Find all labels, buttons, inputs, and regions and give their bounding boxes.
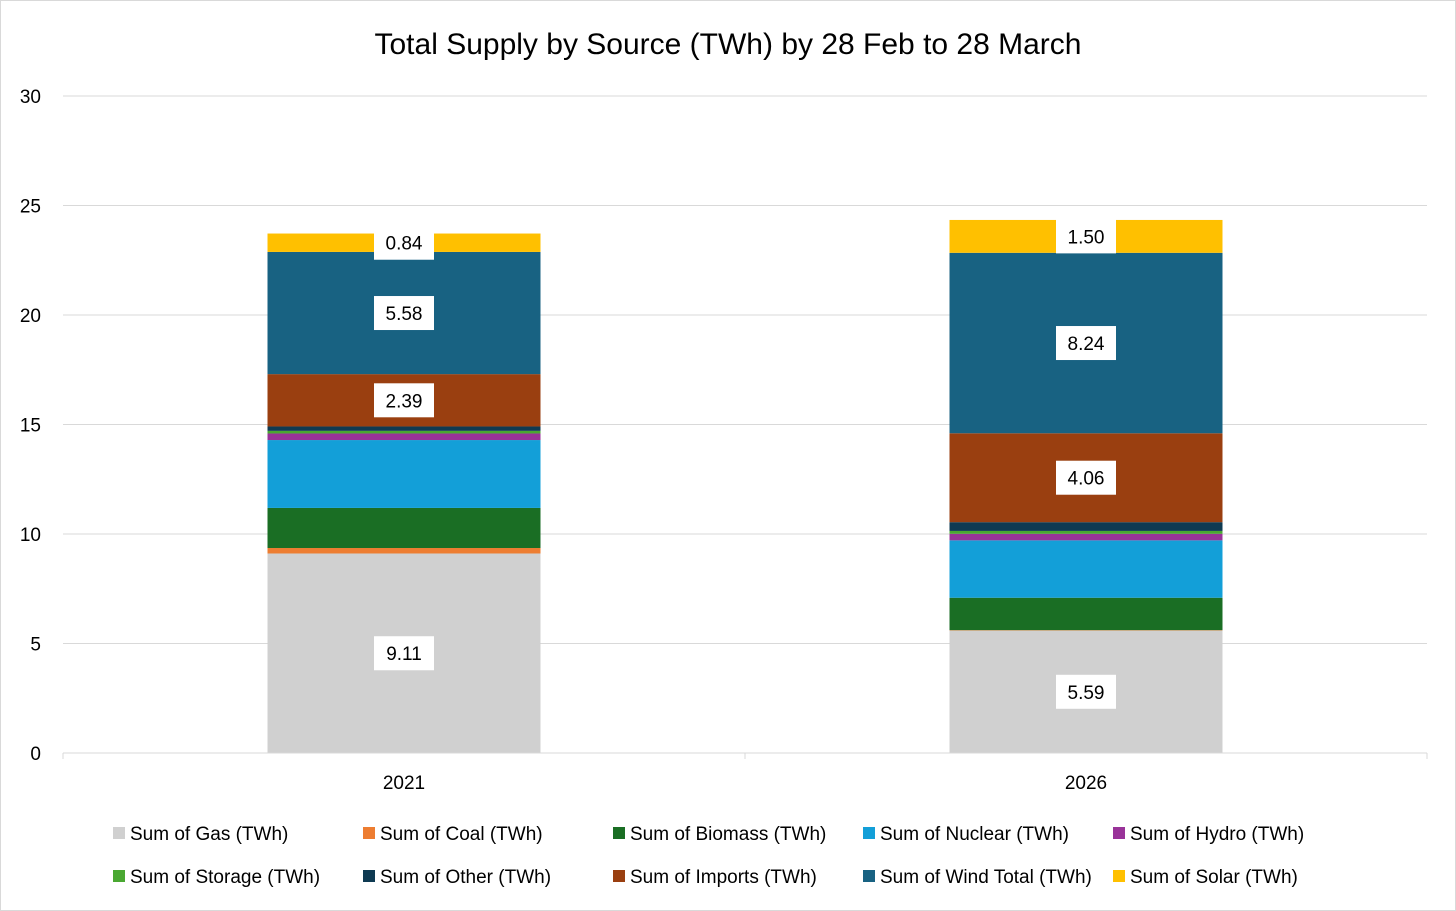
data-label-box	[374, 225, 434, 260]
data-label: 5.59	[1068, 683, 1105, 704]
data-label-box	[374, 383, 434, 418]
x-tick-label: 2021	[383, 773, 425, 794]
x-tick-label: 2026	[1065, 773, 1107, 794]
y-axis: 0 5 10 15 20 25 30	[20, 87, 41, 765]
data-label-box	[1056, 674, 1116, 709]
data-label-box	[1056, 219, 1116, 254]
bar-segment	[267, 548, 541, 554]
legend-entry[interactable]: Sum of Solar (TWh)	[1130, 867, 1298, 888]
y-tick-label: 30	[20, 87, 41, 108]
legend-swatch	[113, 827, 125, 839]
y-tick-label: 0	[30, 744, 41, 765]
legend-entry[interactable]: Sum of Wind Total (TWh)	[880, 867, 1092, 888]
legend-swatch	[863, 827, 875, 839]
data-label: 2.39	[386, 391, 423, 412]
bar-segment	[267, 440, 541, 508]
data-label-box	[1056, 460, 1116, 495]
data-label: 0.84	[386, 234, 423, 255]
bar-segment	[267, 426, 541, 431]
data-label-box	[374, 296, 434, 331]
data-label: 4.06	[1068, 469, 1105, 490]
bar-segment	[267, 430, 541, 434]
data-label: 1.50	[1068, 227, 1105, 248]
legend-entry[interactable]: Sum of Imports (TWh)	[630, 867, 817, 888]
y-tick-label: 25	[20, 197, 41, 218]
bar-segment	[949, 597, 1223, 631]
legend[interactable]: Sum of Gas (TWh) Sum of Coal (TWh) Sum of …	[113, 824, 1304, 888]
legend-swatch	[863, 870, 875, 882]
data-label: 5.58	[386, 304, 423, 325]
chart-title: Total Supply by Source (TWh) by 28 Feb t…	[375, 28, 1082, 61]
legend-swatch	[363, 870, 375, 882]
legend-swatch	[613, 870, 625, 882]
legend-swatch	[363, 827, 375, 839]
legend-swatch	[113, 870, 125, 882]
data-label: 9.11	[386, 644, 422, 665]
bar-segment	[267, 433, 541, 441]
bar-segment	[949, 533, 1223, 541]
data-labels: 9.11 2.39 5.58 0.84 5.59 4.06 8.24 1.50	[374, 219, 1116, 709]
legend-swatch	[1113, 827, 1125, 839]
bar-segment	[949, 540, 1223, 598]
legend-swatch	[1113, 870, 1125, 882]
y-tick-label: 20	[20, 306, 41, 327]
legend-entry[interactable]: Sum of Nuclear (TWh)	[880, 824, 1069, 845]
bar-segment	[949, 522, 1223, 531]
legend-swatch	[613, 827, 625, 839]
legend-entry[interactable]: Sum of Coal (TWh)	[380, 824, 543, 845]
y-tick-label: 5	[30, 635, 41, 656]
bar-segment	[267, 507, 541, 549]
legend-entry[interactable]: Sum of Gas (TWh)	[130, 824, 288, 845]
y-tick-label: 15	[20, 416, 41, 437]
legend-entry[interactable]: Sum of Other (TWh)	[380, 867, 551, 888]
data-label: 8.24	[1068, 334, 1105, 355]
bar-segment	[949, 530, 1223, 534]
legend-entry[interactable]: Sum of Storage (TWh)	[130, 867, 320, 888]
data-label-box	[374, 636, 434, 671]
y-tick-label: 10	[20, 525, 41, 546]
x-axis: 2021 2026	[62, 752, 1428, 794]
legend-entry[interactable]: Sum of Hydro (TWh)	[1130, 824, 1304, 845]
legend-entry[interactable]: Sum of Biomass (TWh)	[630, 824, 826, 845]
data-label-box	[1056, 326, 1116, 361]
